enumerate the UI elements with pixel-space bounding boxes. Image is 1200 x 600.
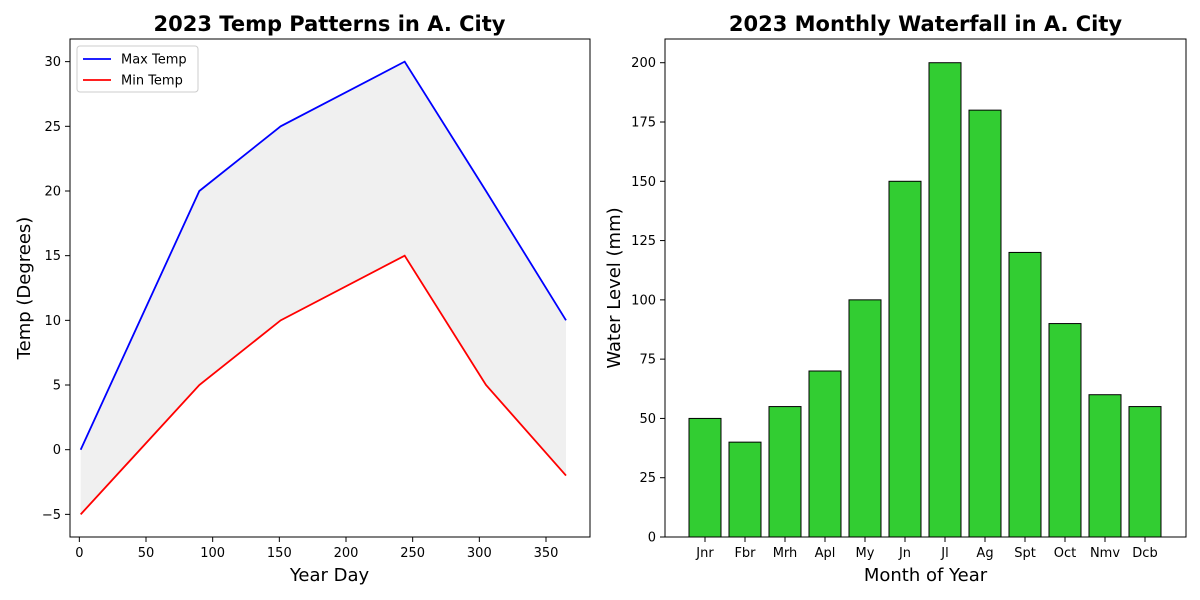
x-tick-label: 300 — [467, 546, 492, 561]
y-tick-label: 200 — [631, 56, 656, 71]
waterfall-bar-chart: 2023 Monthly Waterfall in A. City Month … — [604, 12, 1187, 586]
bar-spt — [1008, 251, 1042, 538]
x-tick-label: Jnr — [695, 546, 714, 561]
x-tick-label: 50 — [138, 546, 155, 561]
right-y-axis-label: Water Level (mm) — [604, 207, 625, 368]
x-tick-label: 100 — [200, 546, 225, 561]
left-chart-title: 2023 Temp Patterns in A. City — [154, 12, 506, 36]
x-tick-label: Jl — [940, 546, 948, 561]
series-line-max-temp — [79, 60, 567, 451]
y-tick-label: 175 — [631, 116, 656, 131]
bar-oct — [1048, 323, 1082, 538]
series-line-min-temp — [80, 254, 567, 515]
x-tick-label: Mrh — [773, 546, 798, 561]
bar-my — [848, 299, 882, 538]
legend-label: Min Temp — [121, 74, 183, 89]
x-tick-label: Fbr — [734, 546, 756, 561]
y-tick-label: 30 — [44, 55, 61, 70]
x-tick-label: 350 — [534, 546, 559, 561]
y-tick-label: 20 — [44, 184, 61, 199]
legend-label: Max Temp — [121, 53, 187, 68]
right-plot-frame — [664, 38, 1187, 538]
y-tick-label: 150 — [631, 175, 656, 190]
x-tick-label: My — [856, 546, 875, 561]
y-tick-label: 125 — [631, 234, 656, 249]
x-tick-label: Nmv — [1090, 546, 1120, 561]
bar-ag — [968, 109, 1002, 538]
x-tick-label: 200 — [334, 546, 359, 561]
bar-jl — [928, 62, 962, 538]
y-tick-label: 0 — [648, 531, 656, 546]
y-tick-label: 50 — [639, 412, 656, 427]
x-tick-label: Apl — [815, 546, 836, 561]
legend: Max Temp Min Temp — [76, 45, 199, 93]
y-tick-label: 0 — [53, 443, 61, 458]
x-tick-label: 150 — [267, 546, 292, 561]
x-tick-label: 250 — [400, 546, 425, 561]
temperature-line-chart: 2023 Temp Patterns in A. City Year Day T… — [14, 12, 591, 586]
bar-mrh — [768, 406, 802, 538]
bar-nmv — [1088, 394, 1122, 538]
bar-fbr — [728, 441, 762, 538]
left-x-axis-label: Year Day — [289, 565, 370, 586]
bar-jnr — [688, 417, 722, 538]
y-tick-label: 100 — [631, 293, 656, 308]
y-tick-label: 10 — [44, 314, 61, 329]
right-chart-title: 2023 Monthly Waterfall in A. City — [729, 12, 1122, 36]
temperature-range-fill — [80, 61, 567, 515]
y-tick-label: 25 — [639, 471, 656, 486]
bar-jn — [888, 180, 922, 538]
y-tick-label: 5 — [53, 379, 61, 394]
y-tick-label: 15 — [44, 249, 61, 264]
x-tick-label: Oct — [1054, 546, 1076, 561]
x-tick-label: Dcb — [1132, 546, 1157, 561]
x-tick-label: 0 — [75, 546, 83, 561]
x-tick-label: Spt — [1014, 546, 1036, 561]
left-y-axis-label: Temp (Degrees) — [14, 217, 35, 361]
bar-apl — [808, 370, 842, 538]
x-tick-label: Jn — [898, 546, 911, 561]
y-tick-label: 75 — [639, 353, 656, 368]
right-x-axis-label: Month of Year — [864, 565, 988, 586]
bar-dcb — [1128, 406, 1162, 538]
y-tick-label: 25 — [44, 120, 61, 135]
y-tick-label: −5 — [42, 508, 61, 523]
left-plot-frame — [69, 38, 591, 538]
x-tick-label: Ag — [976, 546, 993, 561]
